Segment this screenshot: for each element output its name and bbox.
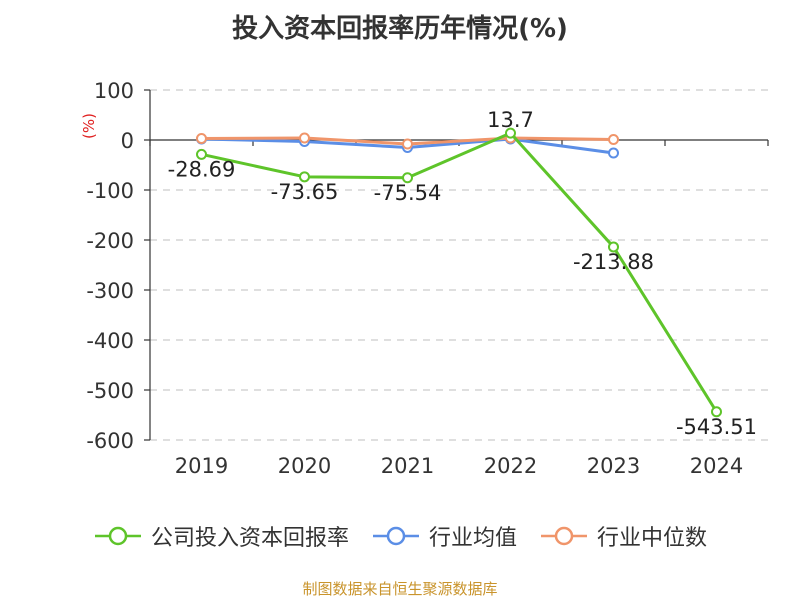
legend-item-industry-mean[interactable]: 行业均值 xyxy=(371,520,517,552)
data-point xyxy=(608,241,619,253)
data-point xyxy=(402,138,413,150)
y-tick-label: -400 xyxy=(86,329,134,353)
legend-marker-industry-mean xyxy=(371,524,421,548)
data-label: -213.88 xyxy=(573,250,654,274)
y-tick-label: 100 xyxy=(94,79,134,103)
y-tick-label: -300 xyxy=(86,279,134,303)
x-tick-label: 2020 xyxy=(278,454,331,478)
legend-label-industry-mean: 行业均值 xyxy=(428,526,517,551)
data-label: 13.7 xyxy=(487,108,534,132)
legend-item-industry-median[interactable]: 行业中位数 xyxy=(539,520,707,552)
data-point xyxy=(608,147,619,159)
data-point xyxy=(505,127,516,139)
data-label: -543.51 xyxy=(676,415,757,439)
y-tick-label: -600 xyxy=(86,429,134,453)
x-tick-label: 2019 xyxy=(175,454,228,478)
legend-marker-company xyxy=(93,524,143,548)
data-point xyxy=(402,172,413,184)
series-line xyxy=(201,131,718,413)
chart-canvas: 100 0 -100 -200 -300 -400 -500 -600 (%) 2019 2020 2… xyxy=(80,79,769,478)
data-label: -73.65 xyxy=(271,180,339,204)
data-point xyxy=(299,132,310,144)
legend-label-industry-median: 行业中位数 xyxy=(597,526,708,551)
y-tick-label: -100 xyxy=(86,179,134,203)
data-point xyxy=(711,406,722,418)
y-tick-label: -200 xyxy=(86,229,134,253)
y-tick-label: -500 xyxy=(86,379,134,403)
legend: 公司投入资本回报率 行业均值 行业中位数 xyxy=(0,520,800,552)
data-labels: -28.69 -73.65 -75.54 13.7 -213.88 -543.51 xyxy=(168,108,757,439)
data-source-note: 制图数据来自恒生聚源数据库 xyxy=(302,580,498,598)
data-point xyxy=(196,148,207,160)
legend-marker-industry-median xyxy=(539,524,589,548)
data-label: -75.54 xyxy=(374,181,442,205)
data-label: -28.69 xyxy=(168,157,236,181)
legend-item-company[interactable]: 公司投入资本回报率 xyxy=(93,520,349,552)
axes: 100 0 -100 -200 -300 -400 -500 -600 (%) 2019 2020 2… xyxy=(80,79,769,478)
x-tick-label: 2022 xyxy=(484,454,537,478)
x-tick-label: 2023 xyxy=(587,454,640,478)
y-unit-label: (%) xyxy=(80,113,98,139)
data-point xyxy=(608,134,619,145)
data-point xyxy=(196,133,207,144)
legend-label-company: 公司投入资本回报率 xyxy=(150,526,349,551)
y-tick-label: 0 xyxy=(121,129,134,153)
chart-title: 投入资本回报率历年情况(%) xyxy=(232,14,568,44)
x-tick-label: 2024 xyxy=(690,454,743,478)
x-tick-label: 2021 xyxy=(381,454,434,478)
series-lines xyxy=(196,127,722,418)
data-point xyxy=(299,171,310,183)
